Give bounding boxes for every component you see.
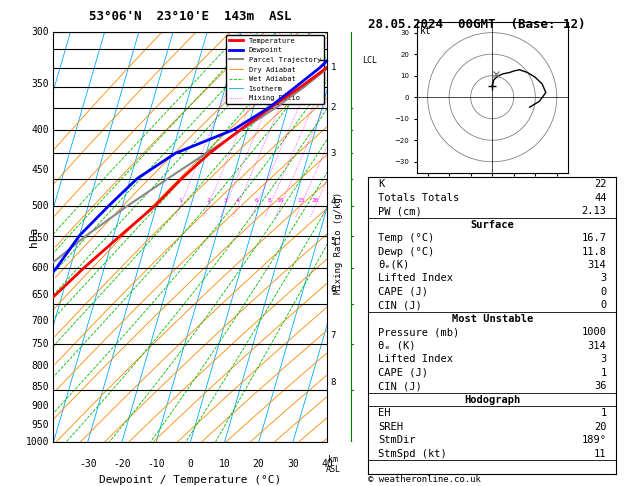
Text: 700: 700 xyxy=(31,315,49,326)
Text: LCL: LCL xyxy=(362,55,377,65)
Text: 450: 450 xyxy=(31,165,49,175)
Legend: Temperature, Dewpoint, Parcel Trajectory, Dry Adiabat, Wet Adiabat, Isotherm, Mi: Temperature, Dewpoint, Parcel Trajectory… xyxy=(226,35,323,104)
Text: 189°: 189° xyxy=(581,435,606,445)
Text: Surface: Surface xyxy=(470,220,514,229)
Text: Hodograph: Hodograph xyxy=(464,395,520,405)
Text: 2: 2 xyxy=(206,197,210,203)
Text: 750: 750 xyxy=(31,339,49,349)
Text: 950: 950 xyxy=(31,420,49,430)
Text: CAPE (J): CAPE (J) xyxy=(378,287,428,297)
Text: CIN (J): CIN (J) xyxy=(378,381,421,391)
Text: 6: 6 xyxy=(254,197,258,203)
Text: 20: 20 xyxy=(594,422,606,432)
Text: 40: 40 xyxy=(321,459,333,469)
Text: 314: 314 xyxy=(587,341,606,351)
Text: -20: -20 xyxy=(113,459,131,469)
Text: 10: 10 xyxy=(277,197,284,203)
Text: 3: 3 xyxy=(600,274,606,283)
Text: Pressure (mb): Pressure (mb) xyxy=(378,328,459,337)
Text: PW (cm): PW (cm) xyxy=(378,206,421,216)
Text: 8: 8 xyxy=(268,197,272,203)
Text: Lifted Index: Lifted Index xyxy=(378,354,453,364)
Text: 600: 600 xyxy=(31,263,49,273)
Text: 1000: 1000 xyxy=(26,437,49,447)
Text: SREH: SREH xyxy=(378,422,403,432)
Text: 2: 2 xyxy=(330,103,336,112)
Text: 300: 300 xyxy=(31,27,49,36)
Text: EH: EH xyxy=(378,408,391,418)
Text: Totals Totals: Totals Totals xyxy=(378,192,459,203)
Text: 350: 350 xyxy=(31,79,49,89)
Text: 6: 6 xyxy=(330,285,336,294)
Text: 800: 800 xyxy=(31,361,49,371)
Text: -30: -30 xyxy=(79,459,96,469)
Text: 4: 4 xyxy=(330,197,336,206)
Text: CIN (J): CIN (J) xyxy=(378,300,421,311)
Text: 500: 500 xyxy=(31,201,49,211)
Text: CAPE (J): CAPE (J) xyxy=(378,368,428,378)
Text: θₑ (K): θₑ (K) xyxy=(378,341,415,351)
Text: 0: 0 xyxy=(187,459,193,469)
Text: Lifted Index: Lifted Index xyxy=(378,274,453,283)
Text: 850: 850 xyxy=(31,382,49,392)
Text: 1: 1 xyxy=(600,408,606,418)
Text: 10: 10 xyxy=(219,459,230,469)
Text: 16.7: 16.7 xyxy=(581,233,606,243)
Text: 20: 20 xyxy=(312,197,319,203)
Text: 36: 36 xyxy=(594,381,606,391)
Text: θₑ(K): θₑ(K) xyxy=(378,260,409,270)
Text: 11: 11 xyxy=(594,449,606,459)
Text: 2.13: 2.13 xyxy=(581,206,606,216)
Text: 400: 400 xyxy=(31,125,49,135)
Text: © weatheronline.co.uk: © weatheronline.co.uk xyxy=(368,474,481,484)
Text: 900: 900 xyxy=(31,401,49,411)
Text: km
ASL: km ASL xyxy=(326,454,340,474)
Text: 1: 1 xyxy=(600,368,606,378)
Text: 0: 0 xyxy=(600,287,606,297)
Text: Most Unstable: Most Unstable xyxy=(452,314,533,324)
Text: 1: 1 xyxy=(179,197,182,203)
Text: 4: 4 xyxy=(236,197,240,203)
Text: Mixing Ratio (g/kg): Mixing Ratio (g/kg) xyxy=(334,192,343,294)
Text: 550: 550 xyxy=(31,233,49,243)
Text: 53°06'N  23°10'E  143m  ASL: 53°06'N 23°10'E 143m ASL xyxy=(89,10,291,23)
Text: 20: 20 xyxy=(253,459,265,469)
Text: hPa: hPa xyxy=(30,227,39,247)
Text: 30: 30 xyxy=(287,459,299,469)
Text: 15: 15 xyxy=(297,197,304,203)
Text: 11.8: 11.8 xyxy=(581,246,606,257)
Text: 28.05.2024  00GMT  (Base: 12): 28.05.2024 00GMT (Base: 12) xyxy=(368,18,586,31)
Text: StmSpd (kt): StmSpd (kt) xyxy=(378,449,447,459)
Text: 0: 0 xyxy=(600,300,606,311)
Text: -10: -10 xyxy=(147,459,165,469)
Text: 1000: 1000 xyxy=(581,328,606,337)
Text: 650: 650 xyxy=(31,290,49,300)
Text: kt: kt xyxy=(420,26,431,36)
Text: 3: 3 xyxy=(330,149,336,158)
Text: 5: 5 xyxy=(330,237,336,246)
Text: 1: 1 xyxy=(330,63,336,72)
Text: 8: 8 xyxy=(330,379,336,387)
Text: Dewpoint / Temperature (°C): Dewpoint / Temperature (°C) xyxy=(99,475,281,485)
Text: Temp (°C): Temp (°C) xyxy=(378,233,434,243)
Text: StmDir: StmDir xyxy=(378,435,415,445)
Text: 44: 44 xyxy=(594,192,606,203)
Text: 314: 314 xyxy=(587,260,606,270)
Text: Dewp (°C): Dewp (°C) xyxy=(378,246,434,257)
Text: 7: 7 xyxy=(330,331,336,340)
Text: 3: 3 xyxy=(223,197,227,203)
Text: 22: 22 xyxy=(594,179,606,189)
Text: 3: 3 xyxy=(600,354,606,364)
Text: K: K xyxy=(378,179,384,189)
